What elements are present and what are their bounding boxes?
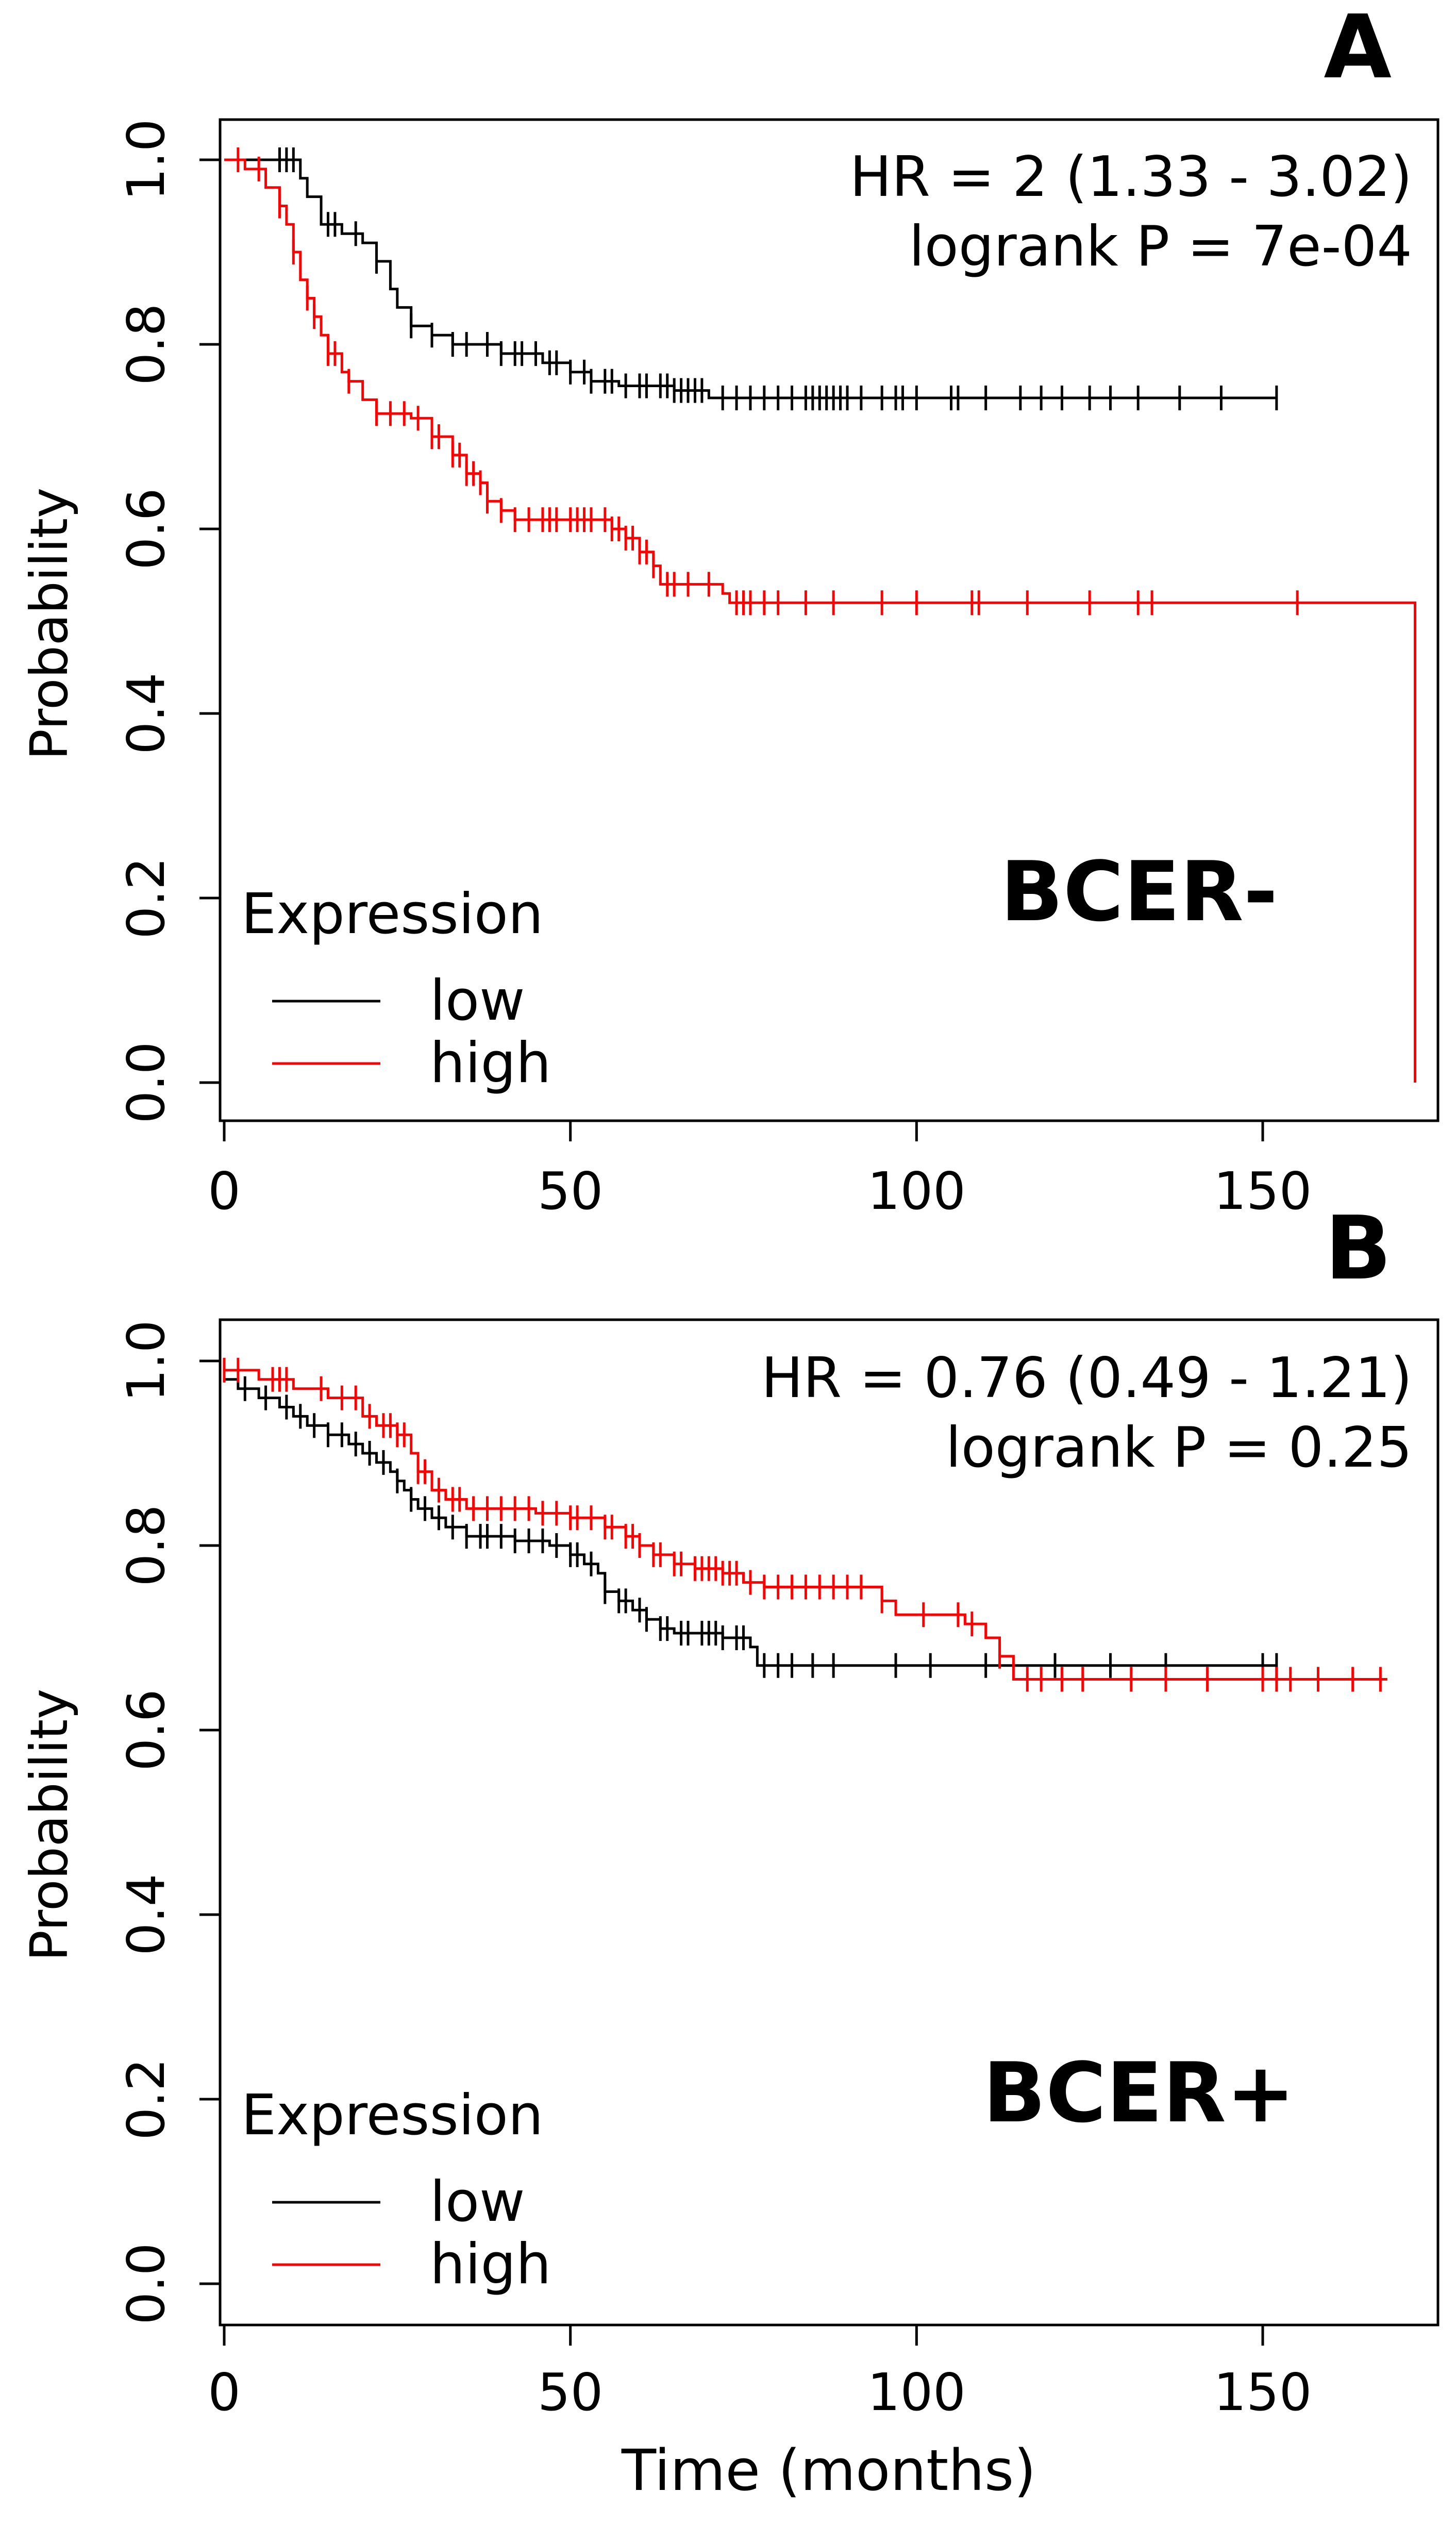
panel-b-legend-low-label: low [430,2170,525,2234]
panel-a-y-axis: 0.0 0.2 0.4 0.6 0.8 1.0 [116,119,220,1123]
panel-a-letter: A [1324,0,1392,98]
panel-a-x-axis: 0 50 100 150 [208,1121,1312,1221]
panel-b-x-axis-label: Time (months) [621,2437,1036,2503]
x-tick-label: 0 [208,2362,241,2422]
panel-b-y-axis: 0.0 0.2 0.4 0.6 0.8 1.0 [116,1320,220,2324]
y-tick-label: 0.2 [116,857,176,939]
y-tick-label: 0.4 [116,1873,176,1955]
panel-b-hr-annotation: HR = 0.76 (0.49 - 1.21) [761,1346,1412,1410]
y-tick-label: 0.8 [116,303,176,385]
panel-a-group-label: BCER- [1000,843,1278,940]
panel-a-legend: Expression low high [241,882,551,1095]
panel-b: B 0.0 0.2 0.4 0.6 0.8 1.0 0 50 100 150 Probabili… [19,1198,1438,2503]
y-tick-label: 0.2 [116,2058,176,2140]
panel-b-group-label: BCER+ [983,2045,1295,2141]
x-tick-label: 50 [538,1161,603,1221]
y-tick-label: 0.6 [116,1689,176,1771]
panel-a-y-axis-label: Probability [19,488,79,760]
x-tick-label: 150 [1214,2362,1312,2422]
y-tick-label: 0.4 [116,672,176,754]
y-tick-label: 0.8 [116,1504,176,1586]
km-figure: A 0.0 0.2 0.4 0.6 0.8 1.0 0 50 100 150 Probabili… [0,0,1456,2525]
panel-b-y-axis-label: Probability [19,1689,79,1962]
y-tick-label: 0.0 [116,2242,176,2324]
x-tick-label: 50 [538,2362,603,2422]
panel-a: A 0.0 0.2 0.4 0.6 0.8 1.0 0 50 100 150 Probabili… [19,0,1438,1221]
panel-b-legend: Expression low high [241,2083,551,2297]
panel-b-x-axis: 0 50 100 150 [208,2325,1312,2422]
panel-b-letter: B [1325,1198,1392,1300]
panel-b-legend-title: Expression [241,2083,543,2148]
panel-a-legend-low-label: low [430,969,525,1033]
y-tick-label: 0.6 [116,488,176,570]
x-tick-label: 100 [867,2362,966,2422]
panel-a-legend-title: Expression [241,882,543,946]
panel-a-pvalue-annotation: logrank P = 7e-04 [909,214,1412,279]
panel-b-legend-high-label: high [430,2232,551,2297]
x-tick-label: 0 [208,1161,241,1221]
y-tick-label: 1.0 [116,1320,176,1402]
y-tick-label: 1.0 [116,119,176,201]
x-tick-label: 150 [1214,1161,1312,1221]
panel-b-pvalue-annotation: logrank P = 0.25 [946,1416,1412,1480]
panel-a-legend-high-label: high [430,1031,551,1095]
panel-a-hr-annotation: HR = 2 (1.33 - 3.02) [850,145,1412,209]
y-tick-label: 0.0 [116,1041,176,1123]
x-tick-label: 100 [867,1161,966,1221]
